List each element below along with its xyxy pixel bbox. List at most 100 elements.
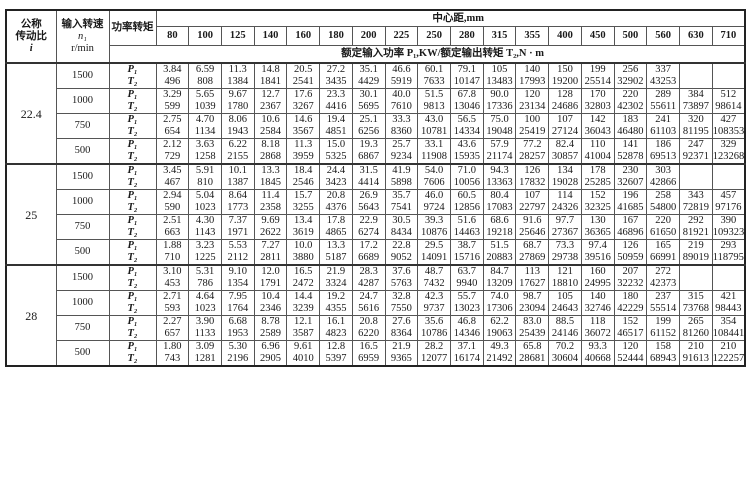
table-row: T₂ 599 1039 1780 2367 3267 4416 5695 7610 9813 130…	[6, 101, 746, 114]
torque-value: 19200	[548, 76, 582, 89]
power-value: 17.8	[319, 214, 353, 227]
power-value: 7.95	[220, 290, 255, 303]
power-value: 12.8	[319, 340, 353, 353]
power-value: 421	[711, 290, 746, 303]
power-value: 71.0	[449, 163, 484, 177]
torque-value: 15935	[449, 151, 484, 164]
power-value: 2.51	[155, 214, 190, 227]
power-value: 5.65	[188, 88, 222, 101]
torque-value	[679, 76, 713, 89]
center-distance-315: 315	[482, 26, 517, 46]
torque-label: T₂	[108, 252, 157, 265]
power-value: 315	[679, 290, 713, 303]
power-value: 6.22	[220, 138, 255, 151]
power-value: 51.6	[449, 214, 484, 227]
torque-value: 42302	[613, 101, 648, 114]
center-distance-160: 160	[286, 26, 321, 46]
torque-value: 18810	[548, 278, 582, 291]
torque-value: 2622	[253, 227, 288, 240]
table-row: T₂ 743 1281 2196 2905 4010 5397 6959 9365 12077 16…	[6, 353, 746, 366]
table-row: T₂ 496 808 1384 1841 2541 3435 4429 5919 7633 1014…	[6, 76, 746, 89]
power-value: 19.2	[319, 290, 353, 303]
center-distance-100: 100	[188, 26, 222, 46]
torque-value: 1134	[188, 126, 222, 139]
table-row: 1000 P₁ 2.94 5.04 8.64 11.4 15.7 20.8 26.9 35.7 46…	[6, 189, 746, 215]
torque-value: 6959	[351, 353, 386, 366]
power-value: 56.5	[449, 113, 484, 126]
power-value: 43.0	[417, 113, 451, 126]
torque-value: 19028	[548, 177, 582, 190]
torque-value: 25419	[515, 126, 550, 139]
torque-value: 2472	[286, 278, 321, 291]
torque-value: 4865	[319, 227, 353, 240]
power-value: 152	[613, 315, 648, 328]
torque-value: 61650	[646, 227, 680, 240]
torque-value: 21492	[482, 353, 517, 366]
power-label: P₁	[108, 113, 157, 126]
speed-header: 输入转速 n₁ r/min	[55, 9, 110, 64]
power-value: 17.6	[286, 88, 321, 101]
torque-value: 1281	[188, 353, 222, 366]
torque-value: 5325	[319, 151, 353, 164]
torque-value: 9365	[384, 353, 419, 366]
torque-value: 24995	[580, 278, 615, 291]
torque-value: 13209	[482, 278, 517, 291]
center-distance-125: 125	[220, 26, 255, 46]
power-value: 93.3	[580, 340, 615, 353]
power-value: 24.7	[351, 290, 386, 303]
power-value: 10.0	[286, 239, 321, 252]
power-value: 97.4	[580, 239, 615, 252]
torque-value: 5187	[319, 252, 353, 265]
torque-value: 98614	[711, 101, 746, 114]
torque-value: 52878	[613, 151, 648, 164]
torque-value: 89019	[679, 252, 713, 265]
power-value: 25.7	[384, 138, 419, 151]
torque-value: 2155	[220, 151, 255, 164]
torque-value: 14346	[449, 328, 484, 341]
power-value: 35.7	[384, 189, 419, 202]
torque-value: 9724	[417, 202, 451, 215]
power-label: P₁	[108, 315, 157, 328]
torque-value: 81921	[679, 227, 713, 240]
torque-value: 40668	[580, 353, 615, 366]
power-value: 51.5	[417, 88, 451, 101]
torque-value: 3959	[286, 151, 321, 164]
table-row: 750 P₁ 2.75 4.70 8.06 10.6 14.6 19.4 25.1 33.3 43.…	[6, 113, 746, 139]
power-value: 427	[711, 113, 746, 126]
power-value: 43.6	[449, 138, 484, 151]
power-value: 94.3	[482, 163, 517, 177]
torque-value: 25439	[515, 328, 550, 341]
torque-value: 50959	[613, 252, 648, 265]
table-row: 28 1500 P₁ 3.10 5.31 9.10 12.0 16.5 21.9 28.3 37.6…	[5, 264, 746, 366]
power-value: 354	[711, 315, 746, 328]
power-value: 10.4	[253, 290, 288, 303]
power-value	[679, 62, 713, 76]
power-value: 46.8	[449, 315, 484, 328]
power-value: 237	[646, 290, 680, 303]
power-value: 9.10	[220, 264, 255, 278]
torque-value: 32232	[613, 278, 648, 291]
power-value: 73.3	[548, 239, 582, 252]
power-value: 320	[679, 113, 713, 126]
torque-value: 24686	[548, 101, 582, 114]
torque-value: 24146	[548, 328, 582, 341]
power-value: 48.7	[417, 264, 451, 278]
torque-value: 61152	[646, 328, 680, 341]
torque-value: 36072	[580, 328, 615, 341]
torque-value	[679, 278, 713, 291]
torque-value: 9234	[384, 151, 419, 164]
torque-value: 30857	[548, 151, 582, 164]
torque-value: 19048	[482, 126, 517, 139]
power-value: 30.5	[384, 214, 419, 227]
speed-cell: 1500	[55, 163, 110, 190]
torque-value: 3324	[319, 278, 353, 291]
torque-value: 7550	[384, 303, 419, 316]
table-row: 750 P₁ 2.27 3.90 6.68 8.78 12.1 16.1 20.8 27.6 35.…	[6, 315, 746, 341]
torque-value: 4287	[351, 278, 386, 291]
torque-value: 1023	[188, 202, 222, 215]
power-value: 12.7	[253, 88, 288, 101]
torque-value: 1971	[220, 227, 255, 240]
torque-value	[679, 177, 713, 190]
torque-value: 1764	[220, 303, 255, 316]
torque-value: 98443	[711, 303, 746, 316]
